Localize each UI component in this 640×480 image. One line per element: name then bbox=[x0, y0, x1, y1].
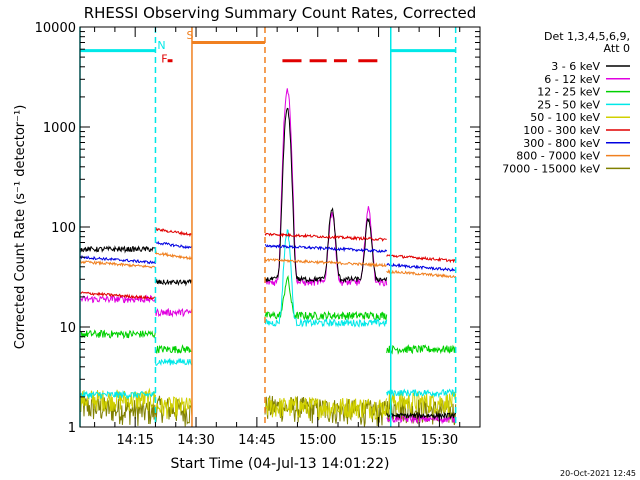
y-tick-label: 10000 bbox=[35, 21, 76, 36]
y-axis-label: Corrected Count Rate (s⁻¹ detector⁻¹) bbox=[13, 105, 28, 350]
annotation-s: S bbox=[186, 29, 193, 42]
x-tick-label: 15:15 bbox=[360, 433, 397, 448]
series-line-6-seg-4 bbox=[386, 254, 457, 264]
series-line-8-seg-1 bbox=[79, 260, 156, 269]
series-line-2-seg-1 bbox=[79, 294, 156, 304]
legend-label: 800 - 7000 keV bbox=[516, 150, 600, 163]
series-line-5-seg-4 bbox=[386, 390, 457, 415]
series-line-8-seg-3 bbox=[264, 257, 387, 268]
series-line-1-seg-1 bbox=[79, 245, 156, 254]
x-axis-label: Start Time (04-Jul-13 14:01:22) bbox=[170, 456, 389, 472]
legend-label: 3 - 6 keV bbox=[551, 60, 600, 73]
legend-header-attenuator: Att 0 bbox=[604, 42, 630, 55]
series-line-3-seg-2 bbox=[155, 344, 193, 354]
legend-label: 7000 - 15000 keV bbox=[502, 162, 600, 175]
legend-label: 100 - 300 keV bbox=[523, 124, 600, 137]
series-line-6-seg-1 bbox=[79, 291, 156, 301]
x-tick-label: 15:00 bbox=[299, 433, 336, 448]
series-line-5-seg-3 bbox=[264, 395, 388, 420]
series-line-4-seg-3 bbox=[264, 229, 388, 328]
chart-title: RHESSI Observing Summary Count Rates, Co… bbox=[84, 4, 477, 22]
series-line-4-seg-1 bbox=[79, 390, 156, 400]
x-tick-label: 15:30 bbox=[421, 433, 458, 448]
annotation-n: N bbox=[157, 39, 165, 52]
annotation-f: F bbox=[161, 53, 167, 66]
series-line-3-seg-4 bbox=[386, 344, 457, 355]
series-line-5-seg-1 bbox=[79, 387, 156, 412]
legend-label: 300 - 800 keV bbox=[523, 137, 600, 150]
series-line-1-seg-4 bbox=[386, 411, 457, 421]
series-line-7-seg-2 bbox=[155, 240, 193, 250]
x-tick-label: 14:15 bbox=[116, 433, 153, 448]
legend-label: 25 - 50 keV bbox=[537, 98, 600, 111]
series-line-8-seg-2 bbox=[155, 250, 193, 261]
y-tick-label: 1000 bbox=[43, 121, 76, 136]
series-line-4-seg-2 bbox=[155, 358, 193, 366]
series-line-1-seg-3 bbox=[264, 107, 388, 284]
legend-header-detectors: Det 1,3,4,5,6,9, bbox=[544, 30, 630, 43]
legend-label: 12 - 25 keV bbox=[537, 86, 600, 99]
series-line-5-seg-2 bbox=[155, 396, 193, 419]
series-line-3-seg-1 bbox=[79, 329, 156, 340]
series-line-3-seg-3 bbox=[264, 275, 388, 322]
series-line-2-seg-2 bbox=[155, 307, 193, 318]
legend-label: 6 - 12 keV bbox=[544, 73, 600, 86]
legend-label: 50 - 100 keV bbox=[530, 111, 600, 124]
y-tick-label: 10 bbox=[59, 321, 76, 336]
series-line-1-seg-2 bbox=[155, 278, 193, 287]
series-line-2-seg-3 bbox=[264, 88, 388, 287]
series-line-6-seg-3 bbox=[264, 232, 387, 242]
y-tick-label: 1 bbox=[68, 421, 76, 436]
series-line-9-seg-2 bbox=[155, 395, 193, 427]
plot-area: 14:15 14:30 14:45 15:00 15:15 15:30 1 10 100 100… bbox=[35, 21, 481, 448]
series-line-4-seg-4 bbox=[386, 388, 457, 399]
series-line-7-seg-3 bbox=[264, 243, 388, 253]
series-line-7-seg-4 bbox=[386, 262, 457, 272]
plot-timestamp: 20-Oct-2021 12:45 bbox=[560, 469, 636, 478]
x-tick-label: 14:45 bbox=[238, 433, 275, 448]
y-tick-label: 100 bbox=[51, 221, 76, 236]
series-line-6-seg-2 bbox=[155, 227, 193, 238]
series-line-8-seg-4 bbox=[386, 268, 457, 279]
x-tick-label: 14:30 bbox=[177, 433, 214, 448]
series-line-7-seg-1 bbox=[79, 254, 156, 265]
